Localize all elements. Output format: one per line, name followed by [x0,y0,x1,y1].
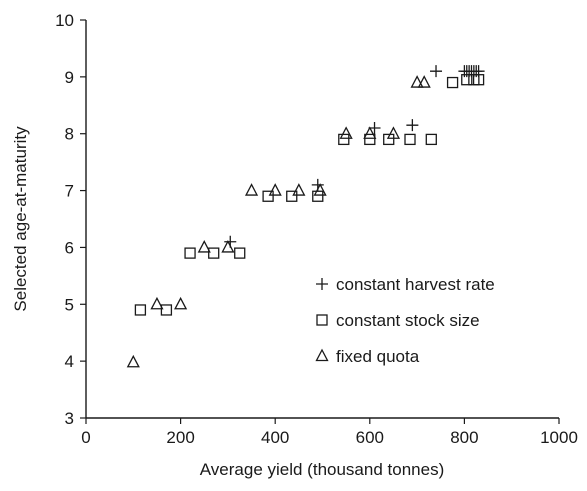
legend-item-constant-stock-size: constant stock size [316,311,480,330]
legend-item-constant-harvest-rate: constant harvest rate [316,275,495,294]
x-tick-label: 800 [450,428,478,447]
x-tick-label: 1000 [540,428,578,447]
ticks: 0 200 400 600 800 1000 3 4 5 6 7 8 9 10 [55,11,578,447]
y-axis-title: Selected age-at-maturity [11,126,30,312]
data-point-square [286,190,298,202]
legend-label-fixed-quota: fixed quota [336,347,420,366]
legend-marker-triangle [315,348,329,362]
legend-marker-plus [316,278,328,290]
y-tick-label: 6 [65,238,74,257]
data-point-square [461,74,473,86]
x-tick-label: 600 [356,428,384,447]
legend-marker-plus [316,278,328,290]
legend-label-constant-harvest-rate: constant harvest rate [336,275,495,294]
legend-item-fixed-quota: fixed quota [315,347,420,366]
axes [85,20,559,419]
data-point-triangle [244,183,259,196]
y-tick-label: 3 [65,409,74,428]
data-point-plus [430,65,443,78]
x-axis-title: Average yield (thousand tonnes) [200,460,444,479]
data-point-triangle [174,296,188,310]
data-point-square [404,133,416,146]
data-point-triangle [339,126,353,139]
data-point-triangle [197,240,211,253]
data-point-triangle [126,354,140,368]
data-point-square [262,190,274,202]
data-point-plus [406,119,419,132]
data-point-triangle [150,296,164,310]
legend-marker-square [316,314,328,326]
data-point-triangle [363,126,377,139]
y-tick-label: 5 [65,295,74,314]
x-tick-label: 200 [166,428,194,447]
y-tick-label: 8 [65,125,74,144]
data-point-square [208,247,220,259]
data-point-square [446,76,459,89]
data-point-square [425,133,437,146]
data-point-triangle [313,183,327,196]
data-point-square [234,247,246,259]
legend-marker-square [316,314,328,326]
data-point-square [160,304,173,316]
data-point-square [184,247,196,259]
data-point-triangle [410,75,424,88]
data-point-triangle [221,240,235,253]
data-point-triangle [386,126,401,139]
x-tick-label: 0 [81,428,90,447]
legend: constant harvest rate constant stock siz… [315,275,495,366]
data-point-square [312,190,324,202]
data-point-square [364,133,376,146]
data-point-triangle [268,183,282,196]
y-tick-label: 7 [65,182,74,201]
data-point-square [383,133,395,146]
legend-marker-triangle [315,348,329,362]
y-tick-label: 4 [65,352,74,371]
y-tick-label: 9 [65,68,74,87]
data-point-square [134,304,147,316]
x-tick-label: 400 [261,428,289,447]
y-tick-label: 10 [55,11,74,30]
data-points [126,65,485,368]
data-point-triangle [417,75,431,88]
data-point-square [338,133,350,146]
data-point-square [472,74,485,86]
legend-label-constant-stock-size: constant stock size [336,311,480,330]
data-point-triangle [292,183,306,196]
